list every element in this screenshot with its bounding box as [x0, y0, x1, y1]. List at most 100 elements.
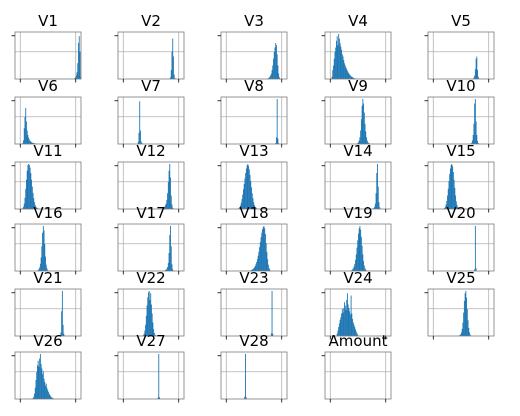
- histogram-bar: [477, 76, 479, 79]
- histogram-bar: [31, 186, 33, 209]
- subplot-title: V22: [136, 269, 165, 287]
- histogram-bar: [253, 202, 255, 209]
- histogram-bar: [342, 312, 344, 336]
- axes-frame: [324, 351, 392, 400]
- histogram-bar: [41, 246, 43, 271]
- subplot-v19: V19: [321, 204, 392, 275]
- histogram-bar: [374, 206, 376, 209]
- histogram-bar: [42, 226, 44, 271]
- histogram-bar: [139, 101, 141, 144]
- histogram-bar: [263, 226, 265, 271]
- histogram-bar: [348, 73, 350, 79]
- subplot-title: V8: [244, 77, 264, 95]
- axes-frame: [117, 351, 185, 400]
- histogram-bar: [269, 76, 271, 79]
- histogram-bar: [475, 268, 477, 271]
- histogram-bar: [444, 208, 446, 209]
- histogram-bar: [26, 121, 27, 144]
- histogram-bar: [475, 121, 477, 144]
- histogram-bar: [39, 354, 41, 399]
- subplot-title: V16: [33, 204, 62, 222]
- histogram-bar: [251, 270, 252, 271]
- histogram-bar: [33, 198, 35, 209]
- histogram-bar: [174, 78, 176, 79]
- histogram-bar: [249, 174, 251, 209]
- histogram-bar: [365, 269, 367, 271]
- histogram-bar: [245, 397, 247, 399]
- histogram-bar: [361, 105, 363, 144]
- histogram-bar: [271, 291, 273, 336]
- axes-frame: [324, 161, 392, 210]
- histogram-bar: [147, 297, 149, 336]
- histogram-bar: [474, 103, 476, 144]
- histogram-bar: [149, 300, 151, 336]
- histogram-bar: [373, 208, 375, 209]
- histogram-bar: [340, 317, 342, 336]
- subplot-title: V28: [239, 332, 268, 350]
- histogram-bar: [464, 293, 466, 336]
- histogram-bar: [337, 45, 339, 79]
- histogram-bar: [349, 311, 351, 336]
- histogram-bar: [32, 398, 34, 399]
- histogram-bar: [355, 329, 356, 336]
- subplot-v2: V2: [114, 12, 185, 83]
- histogram-bar: [37, 360, 39, 399]
- subplot-v25: V25: [424, 269, 495, 340]
- histogram-bar: [338, 38, 340, 79]
- subplot-title: V25: [446, 269, 475, 287]
- subplot-title: V9: [348, 77, 368, 95]
- histogram-bar: [453, 179, 455, 209]
- histogram-bar: [75, 77, 77, 79]
- histogram-bar: [335, 47, 337, 79]
- histogram-bar: [45, 264, 47, 271]
- histogram-bar: [257, 255, 259, 271]
- histogram-bar: [347, 293, 348, 336]
- histogram-bar: [165, 269, 167, 271]
- histogram-bar: [476, 135, 478, 144]
- histogram-bar: [246, 165, 248, 209]
- axes-frame: [14, 223, 82, 272]
- histogram-bar: [447, 195, 448, 209]
- axes-frame: [14, 351, 82, 400]
- histogram-bar: [22, 143, 24, 144]
- histogram-bar: [341, 54, 343, 79]
- subplot-title: V20: [446, 204, 475, 222]
- histogram-bar: [148, 291, 150, 336]
- subplot-v13: V13: [217, 142, 288, 213]
- subplot-v24: V24: [321, 269, 392, 340]
- histogram-bar: [347, 304, 349, 336]
- histogram-bar: [164, 270, 166, 271]
- histogram-bar: [36, 372, 38, 399]
- histogram-bar: [146, 305, 148, 336]
- histogram-bar: [258, 251, 260, 271]
- histogram-bar: [467, 320, 469, 336]
- histogram-bar: [360, 229, 362, 271]
- histogram-bar: [170, 246, 172, 271]
- subplot-title: V24: [343, 269, 372, 287]
- histogram-bar: [169, 235, 171, 271]
- histogram-bar: [268, 77, 270, 79]
- histogram-bar: [264, 228, 266, 271]
- histogram-bar: [374, 203, 376, 209]
- subplot-v5: V5: [424, 12, 495, 83]
- histogram-bar: [32, 142, 34, 145]
- histogram-bar: [40, 363, 42, 399]
- histogram-bar: [363, 103, 365, 144]
- histogram-bar: [363, 261, 365, 271]
- histogram-bar: [447, 188, 449, 209]
- histogram-bar: [344, 63, 345, 79]
- histogram-bar: [351, 76, 353, 79]
- histogram-bar: [458, 208, 459, 209]
- histogram-bar: [463, 300, 465, 336]
- histogram-bar: [352, 77, 354, 79]
- histogram-bar: [356, 247, 358, 271]
- histogram-bar: [140, 130, 141, 144]
- histogram-bar: [352, 318, 354, 336]
- subplot-v7: V7: [114, 77, 185, 148]
- histogram-bar: [25, 188, 27, 209]
- histogram-bar: [23, 128, 25, 144]
- histogram-bar: [276, 54, 278, 79]
- histogram-bar: [142, 335, 144, 336]
- histogram-bar: [254, 267, 255, 271]
- histogram-bar: [157, 397, 159, 399]
